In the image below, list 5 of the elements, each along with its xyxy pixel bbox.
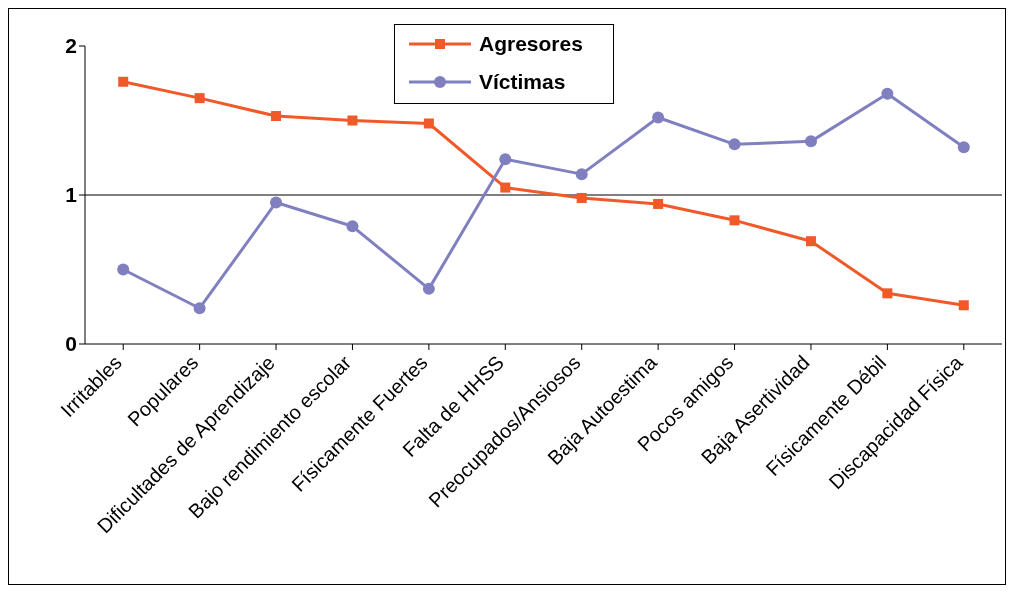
y-tick-label: 1 [65, 183, 78, 207]
y-tick-label: 0 [65, 332, 77, 356]
legend-label: Agresores [479, 32, 583, 56]
legend-label: Víctimas [479, 70, 566, 94]
y-tick-label: 2 [65, 34, 77, 58]
